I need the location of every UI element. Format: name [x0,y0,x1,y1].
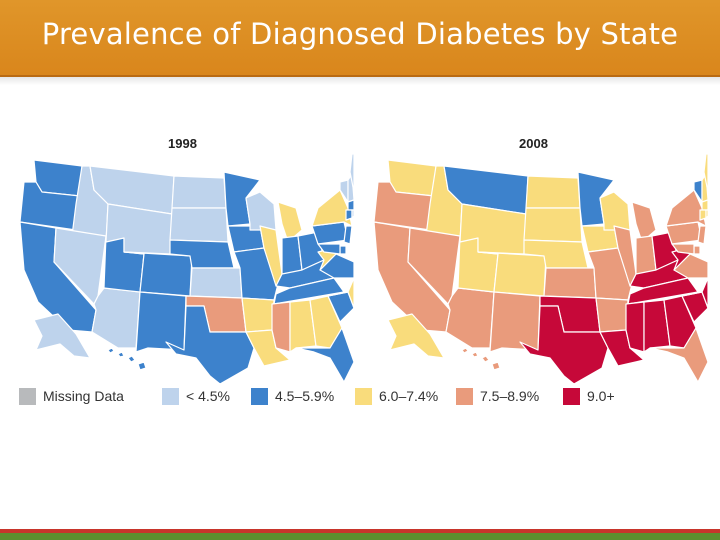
legend: Missing Data < 4.5% 4.5–5.9% 6.0–7.4% 7.… [19,386,709,406]
state-nm [135,291,187,353]
state-hi [461,347,501,371]
state-al [289,299,317,353]
legend-swatch [456,387,473,405]
map-2008-title: 2008 [519,136,548,151]
legend-label: 6.0–7.4% [379,388,439,404]
state-me [349,153,354,193]
state-ar [241,297,275,333]
state-al [643,299,671,353]
state-wi [599,191,631,231]
state-nc [327,277,354,309]
legend-item-9-plus: 9.0+ [563,386,615,406]
state-tx [519,305,609,384]
state-nd [171,175,227,209]
legend-swatch [162,387,179,405]
state-ms [625,301,645,353]
legend-swatch [563,387,580,405]
page-title: Prevalence of Diagnosed Diabetes by Stat… [41,17,679,51]
state-de [339,245,347,255]
title-bar-shadow [0,77,720,85]
legend-label: 7.5–8.9% [480,388,540,404]
legend-label: 9.0+ [587,388,615,404]
legend-label: < 4.5% [186,388,230,404]
map-1998-title: 1998 [168,136,197,151]
state-sd [523,207,583,243]
legend-label: 4.5–5.9% [275,388,335,404]
state-fl [649,327,708,383]
state-nc [681,277,708,309]
state-nj [343,225,353,245]
state-ma [701,199,708,211]
footer-stripe-red [0,529,720,533]
legend-item-4-5-5-9: 4.5–5.9% [251,386,334,406]
state-ri [351,209,354,219]
state-md [317,243,341,255]
state-ct [699,209,707,221]
state-ar [595,297,629,333]
state-ak [387,313,445,359]
legend-swatch [355,387,372,405]
state-nd [525,175,581,209]
legend-item-7-5-8-9: 7.5–8.9% [456,386,539,406]
state-fl [295,327,354,383]
state-ct [345,209,353,221]
legend-item-missing: Missing Data [19,386,124,406]
legend-item-under-4-5: < 4.5% [162,386,230,406]
state-sd [169,207,229,243]
state-tn [627,277,699,305]
legend-swatch [251,387,268,405]
state-md [671,243,695,255]
legend-label: Missing Data [43,388,124,404]
state-nj [697,225,707,245]
state-wi [245,191,277,231]
footer-stripe-green [0,533,720,540]
state-ks [189,267,243,299]
title-bar [0,0,720,77]
legend-swatch [19,387,36,405]
map-2008 [373,153,708,384]
map-1998 [19,153,354,384]
state-nm [489,291,541,353]
state-ms [271,301,291,353]
state-tx [165,305,255,384]
state-tn [273,277,345,305]
state-az [91,287,141,349]
legend-item-6-0-7-4: 6.0–7.4% [355,386,438,406]
state-de [693,245,701,255]
state-ri [705,209,708,219]
state-ak [33,313,91,359]
state-ma [347,199,354,211]
state-me [703,153,708,193]
state-az [445,287,495,349]
state-ks [543,267,597,299]
state-hi [107,347,147,371]
